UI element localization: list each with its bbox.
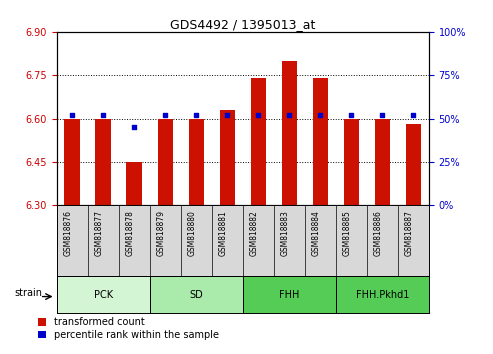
Point (285, 112, 293, 118)
Text: GSM818884: GSM818884 (312, 210, 320, 256)
Bar (282, 61, 297, 205)
Point (223, 112, 231, 118)
Text: GSM818886: GSM818886 (373, 210, 383, 256)
Point (379, 112, 387, 118)
Text: GSM818880: GSM818880 (187, 210, 196, 256)
Text: SD: SD (189, 290, 203, 300)
Bar (188, 119, 204, 205)
Bar (375, 119, 390, 205)
Point (317, 112, 324, 118)
Bar (250, 78, 266, 205)
Bar (313, 78, 328, 205)
Bar (150, 276, 243, 313)
Title: GDS4492 / 1395013_at: GDS4492 / 1395013_at (170, 18, 316, 31)
Point (410, 112, 418, 118)
Text: GSM818881: GSM818881 (218, 210, 227, 256)
Point (130, 125, 138, 130)
Text: strain: strain (14, 288, 42, 298)
Text: FHH.Pkhd1: FHH.Pkhd1 (355, 290, 409, 300)
Legend: transformed count, percentile rank within the sample: transformed count, percentile rank withi… (35, 313, 223, 344)
Bar (406, 124, 421, 205)
Bar (57, 276, 150, 313)
Point (161, 112, 169, 118)
Text: GSM818879: GSM818879 (156, 210, 165, 256)
Text: GSM818877: GSM818877 (94, 210, 103, 256)
Point (192, 112, 200, 118)
Point (254, 112, 262, 118)
Point (348, 112, 355, 118)
Text: FHH: FHH (279, 290, 300, 300)
Bar (127, 162, 142, 205)
Bar (65, 119, 80, 205)
Point (68, 112, 76, 118)
Bar (96, 119, 111, 205)
Bar (157, 119, 173, 205)
Bar (336, 276, 429, 313)
Text: GSM818887: GSM818887 (404, 210, 414, 256)
Text: PCK: PCK (94, 290, 113, 300)
Bar (243, 276, 336, 313)
Text: GSM818882: GSM818882 (249, 210, 258, 256)
Text: GSM818878: GSM818878 (125, 210, 134, 256)
Bar (219, 110, 235, 205)
Bar (344, 119, 359, 205)
Text: GSM818876: GSM818876 (63, 210, 72, 256)
Text: GSM818883: GSM818883 (281, 210, 289, 256)
Text: GSM818885: GSM818885 (342, 210, 352, 256)
Point (99, 112, 107, 118)
